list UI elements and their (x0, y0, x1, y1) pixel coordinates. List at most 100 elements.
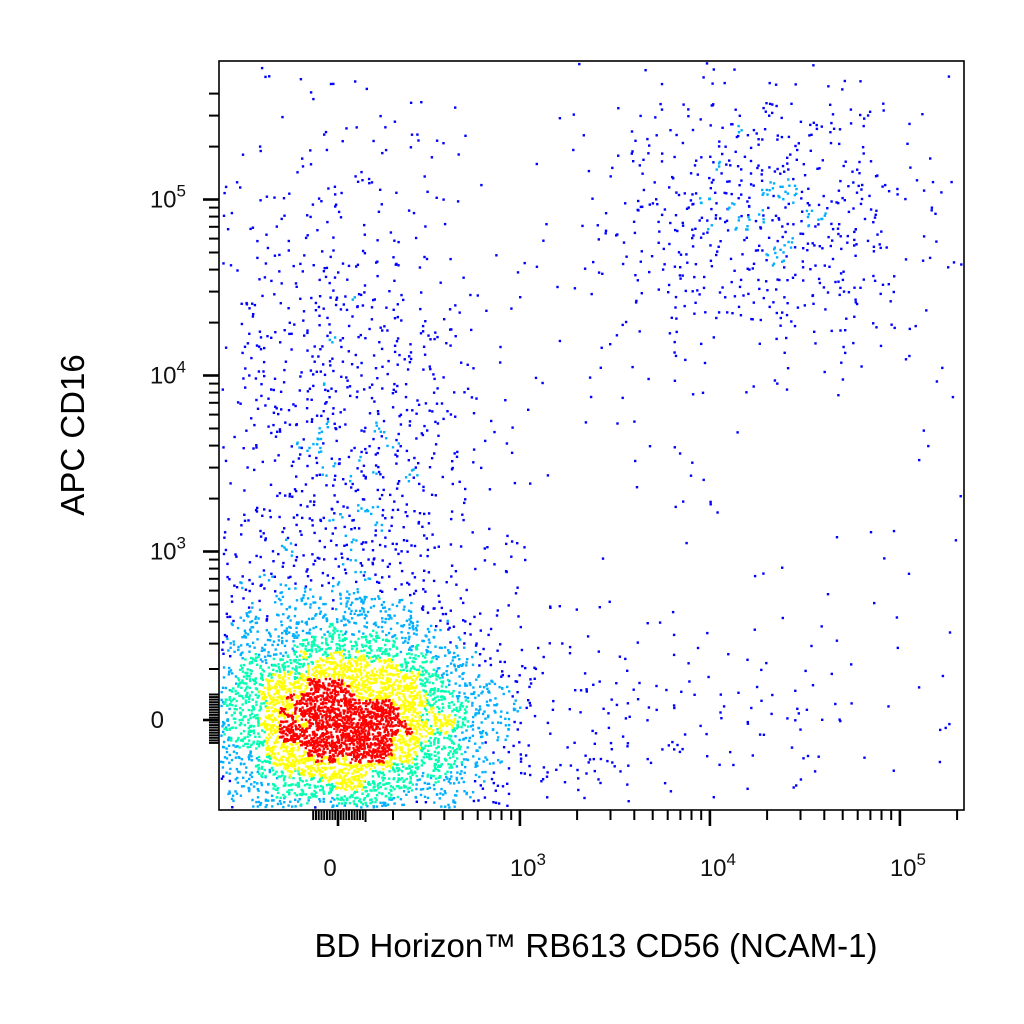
event-dot (510, 451, 514, 454)
event-dot (462, 518, 465, 522)
event-dot (278, 270, 281, 273)
event-dot (284, 784, 287, 787)
event-dot (274, 707, 277, 711)
event-dot (354, 777, 357, 781)
event-dot (767, 236, 771, 239)
event-dot (830, 329, 833, 333)
event-dot (761, 249, 764, 252)
event-dot (908, 327, 911, 331)
event-dot (579, 711, 582, 714)
event-dot (396, 315, 399, 319)
event-dot (784, 206, 787, 209)
event-dot (333, 770, 336, 773)
event-dot (812, 121, 815, 124)
event-dot (373, 659, 376, 662)
event-dot (681, 141, 685, 145)
event-dot (448, 626, 451, 630)
event-dot (786, 717, 789, 720)
event-dot (287, 665, 290, 668)
event-dot (324, 637, 328, 640)
event-dot (272, 388, 275, 392)
event-dot (236, 677, 240, 680)
event-dot (584, 421, 588, 424)
event-dot (385, 660, 388, 663)
event-dot (434, 700, 438, 703)
event-dot (256, 805, 259, 808)
event-dot (350, 657, 353, 661)
event-dot (368, 641, 371, 644)
event-dot (336, 629, 339, 633)
event-dot (793, 193, 796, 197)
event-dot (853, 230, 856, 234)
event-dot (408, 759, 411, 762)
event-dot (391, 392, 395, 395)
event-dot (345, 630, 348, 633)
event-dot (847, 291, 851, 294)
event-dot (710, 181, 714, 184)
event-dot (411, 622, 414, 625)
event-dot (393, 500, 396, 503)
event-dot (415, 633, 418, 636)
event-dot (258, 575, 261, 578)
event-dot (421, 324, 425, 328)
event-dot (287, 307, 290, 310)
event-dot (838, 293, 841, 297)
event-dot (385, 677, 389, 681)
event-dot (451, 710, 454, 713)
event-dot (341, 763, 345, 766)
event-dot (752, 262, 756, 265)
event-dot (478, 757, 481, 761)
event-dot (230, 600, 234, 603)
event-dot (357, 293, 361, 296)
event-dot (895, 616, 899, 619)
event-dot (296, 749, 299, 752)
event-dot (356, 263, 360, 266)
event-dot (264, 705, 267, 708)
event-dot (477, 799, 480, 802)
event-dot (388, 608, 391, 611)
event-dot (717, 162, 721, 165)
event-dot (225, 728, 229, 732)
event-dot (451, 747, 454, 750)
event-dot (782, 259, 785, 262)
event-dot (712, 796, 715, 799)
event-dot (239, 794, 243, 797)
event-dot (810, 644, 813, 648)
event-dot (685, 541, 688, 545)
event-dot (300, 675, 303, 678)
event-dot (335, 651, 338, 654)
event-dot (312, 640, 315, 643)
event-dot (306, 783, 309, 786)
event-dot (244, 715, 247, 718)
event-dot (365, 766, 368, 769)
event-dot (267, 651, 270, 654)
event-dot (472, 461, 475, 464)
event-dot (503, 660, 506, 664)
event-dot (483, 547, 486, 550)
event-dot (689, 172, 693, 175)
event-dot (251, 705, 254, 708)
event-dot (433, 452, 436, 455)
event-dot (404, 640, 407, 643)
event-dot (757, 278, 760, 282)
event-dot (443, 736, 446, 740)
event-dot (223, 722, 226, 725)
event-dot (243, 489, 246, 492)
event-dot (288, 774, 292, 777)
event-dot (311, 668, 314, 671)
event-dot (373, 430, 376, 433)
event-dot (377, 636, 381, 639)
event-dot (800, 197, 803, 200)
event-dot (533, 677, 536, 680)
event-dot (235, 586, 239, 589)
event-dot (635, 299, 638, 303)
event-dot (355, 126, 358, 129)
event-dot (392, 643, 395, 647)
event-dot (356, 488, 360, 492)
event-dot (294, 665, 298, 668)
event-dot (863, 756, 866, 759)
event-dot (257, 694, 260, 698)
event-dot (696, 289, 699, 292)
event-dot (340, 663, 343, 666)
event-dot (486, 687, 489, 690)
